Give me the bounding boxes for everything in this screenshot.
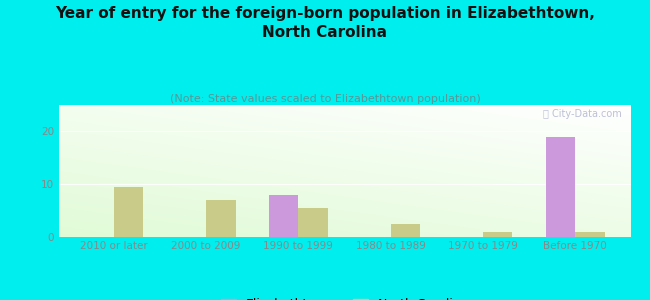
Text: (Note: State values scaled to Elizabethtown population): (Note: State values scaled to Elizabetht… xyxy=(170,94,480,104)
Bar xyxy=(391,224,420,237)
Bar xyxy=(575,232,604,237)
Text: ⓘ City-Data.com: ⓘ City-Data.com xyxy=(543,109,622,119)
Bar xyxy=(269,195,298,237)
Bar xyxy=(206,200,236,237)
Bar xyxy=(114,187,144,237)
Bar xyxy=(545,137,575,237)
Legend: Elizabethtown, North Carolina: Elizabethtown, North Carolina xyxy=(216,293,473,300)
Bar xyxy=(298,208,328,237)
Bar xyxy=(483,232,512,237)
Text: Year of entry for the foreign-born population in Elizabethtown,
North Carolina: Year of entry for the foreign-born popul… xyxy=(55,6,595,40)
